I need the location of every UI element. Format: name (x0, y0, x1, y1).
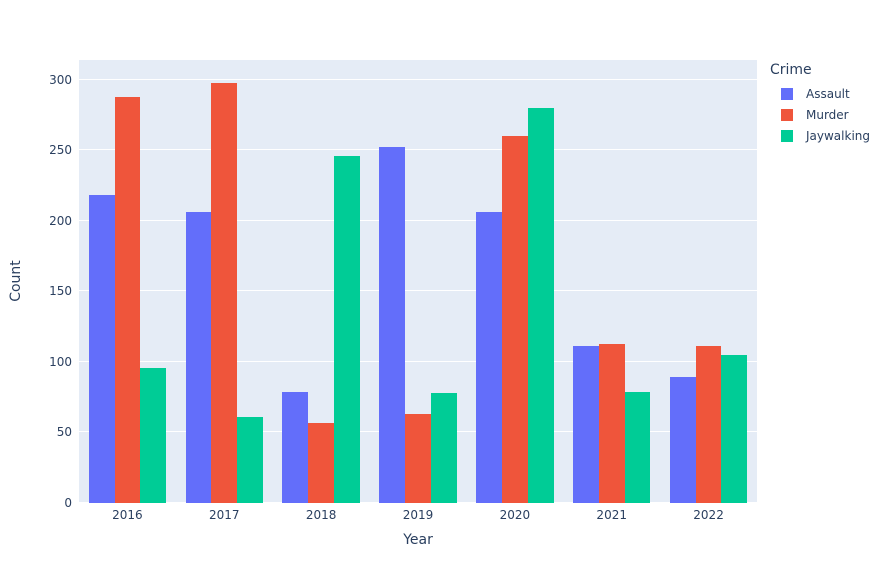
x-tick-label-2021: 2021 (596, 508, 627, 522)
y-tick-label-150: 150 (49, 284, 72, 299)
bar-jaywalking-2022[interactable] (721, 354, 748, 503)
bar-murder-2016[interactable] (114, 96, 141, 503)
x-tick-label-2020: 2020 (499, 508, 531, 522)
y-axis-tick-labels: 0 50 100 150 200 250 300 (0, 60, 72, 510)
plot-area (79, 60, 757, 503)
x-axis-title-text: Year (403, 532, 433, 548)
x-tick-label-2016: 2016 (112, 508, 143, 522)
legend-items: Assault Murder Jaywalking (770, 83, 870, 146)
legend-swatch-jaywalking (781, 129, 793, 142)
legend-item-jaywalking[interactable]: Jaywalking (770, 125, 870, 146)
legend-title: Crime (770, 62, 812, 78)
bar-jaywalking-2017[interactable] (237, 416, 264, 503)
legend-swatch-murder (781, 108, 793, 121)
bar-jaywalking-2018[interactable] (334, 155, 360, 503)
x-tick-label-2019: 2019 (402, 508, 434, 522)
y-axis-title: Count (8, 260, 24, 302)
bar-jaywalking-2016[interactable] (140, 367, 167, 503)
legend: Crime Assault Murder Jaywalking (770, 62, 870, 146)
legend-label-jaywalking: Jaywalking (806, 128, 871, 143)
gridline-100 (79, 360, 757, 362)
gridline-150 (79, 290, 757, 292)
legend-item-assault[interactable]: Assault (770, 83, 870, 104)
gridline-300 (79, 78, 757, 80)
bar-assault-2018[interactable] (282, 391, 309, 503)
bar-murder-2017[interactable] (211, 82, 238, 503)
y-tick-label-0: 0 (64, 496, 72, 510)
x-tick-label-2022: 2022 (693, 508, 724, 522)
y-tick-label-300: 300 (49, 72, 72, 87)
y-tick-label-50: 50 (56, 425, 72, 440)
bar-assault-2022[interactable] (669, 377, 696, 503)
bar-murder-2018[interactable] (308, 422, 335, 503)
y-tick-label-250: 250 (49, 143, 72, 158)
bar-assault-2017[interactable] (185, 212, 212, 503)
bar-murder-2021[interactable] (598, 343, 625, 503)
legend-item-murder[interactable]: Murder (770, 104, 870, 125)
gridline-200 (79, 219, 757, 221)
bar-assault-2016[interactable] (88, 195, 115, 503)
legend-swatch-assault (781, 87, 793, 100)
y-tick-label-200: 200 (49, 213, 72, 228)
bar-murder-2022[interactable] (695, 346, 722, 503)
x-tick-label-2017: 2017 (209, 508, 240, 522)
bar-assault-2019[interactable] (379, 147, 406, 503)
gridline-250 (79, 149, 757, 151)
x-tick-label-2018: 2018 (305, 508, 337, 522)
bar-jaywalking-2021[interactable] (624, 391, 651, 503)
bar-assault-2020[interactable] (476, 212, 502, 503)
legend-label-assault: Assault (806, 86, 850, 101)
y-tick-label-100: 100 (49, 354, 72, 369)
x-axis-tick-labels: 2016 2017 2018 2019 2020 2021 2022 (79, 508, 757, 524)
bar-murder-2019[interactable] (405, 414, 431, 503)
bar-jaywalking-2019[interactable] (430, 392, 457, 503)
bar-jaywalking-2020[interactable] (527, 107, 554, 503)
bar-murder-2020[interactable] (501, 136, 528, 503)
bar-assault-2021[interactable] (572, 346, 599, 503)
legend-label-murder: Murder (806, 107, 849, 122)
